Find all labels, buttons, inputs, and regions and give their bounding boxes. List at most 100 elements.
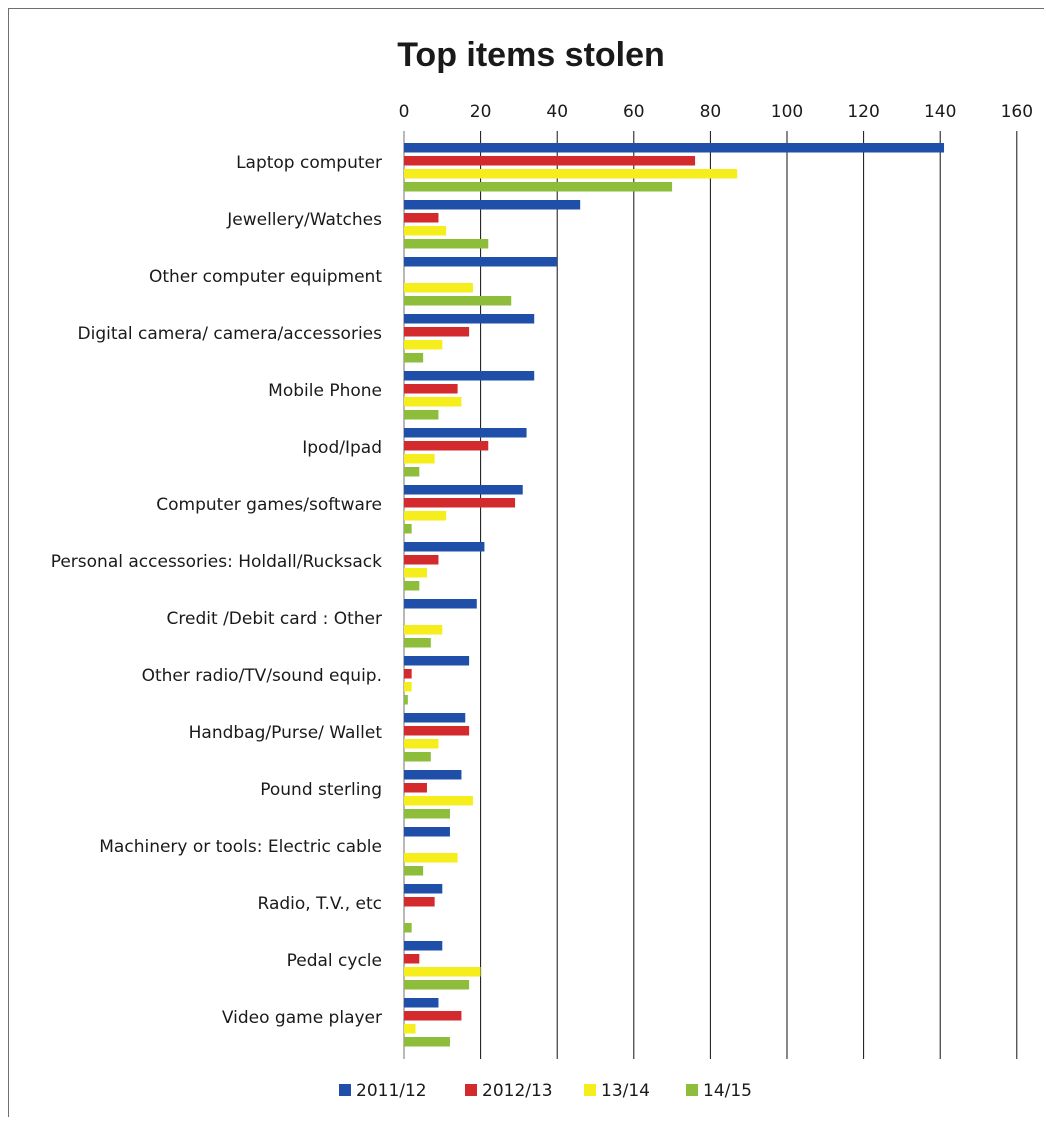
- bar-other-radio-tv-sound-equip-14-15: [404, 695, 408, 705]
- bar-laptop-computer-2012-13: [404, 156, 696, 166]
- legend-swatch: [686, 1084, 698, 1096]
- category-label: Computer games/software: [156, 495, 382, 515]
- bar-computer-games-software-14-15: [404, 524, 412, 534]
- bar-machinery-or-tools-electric-cable-13-14: [404, 853, 458, 863]
- bar-machinery-or-tools-electric-cable-14-15: [404, 866, 424, 876]
- category-label: Digital camera/ camera/accessories: [78, 324, 383, 344]
- bar-pedal-cycle-2011-12: [404, 941, 443, 951]
- chart-frame: Top items stolen 0 20 40 60 80 100 120 140 160 L…: [8, 8, 1044, 1117]
- category-label: Other radio/TV/sound equip.: [142, 666, 382, 686]
- bar-machinery-or-tools-electric-cable-2011-12: [404, 827, 450, 837]
- bar-pound-sterling-2011-12: [404, 770, 462, 780]
- x-tick-label: 100: [771, 102, 803, 122]
- category-label: Machinery or tools: Electric cable: [99, 837, 382, 857]
- bar-credit-debit-card-other-2011-12: [404, 599, 477, 609]
- category-label: Handbag/Purse/ Wallet: [189, 723, 383, 743]
- x-tick-label: 120: [847, 102, 879, 122]
- category-label: Video game player: [222, 1008, 382, 1028]
- bar-pound-sterling-14-15: [404, 809, 450, 819]
- bar-digital-camera-camera-accessories-2011-12: [404, 314, 535, 324]
- bar-video-game-player-14-15: [404, 1037, 450, 1047]
- x-tick-label: 140: [924, 102, 956, 122]
- bar-digital-camera-camera-accessories-14-15: [404, 353, 424, 363]
- bar-handbag-purse-wallet-2012-13: [404, 726, 470, 736]
- bar-other-computer-equipment-13-14: [404, 283, 473, 293]
- bar-laptop-computer-13-14: [404, 169, 738, 179]
- chart-title: Top items stolen: [397, 36, 665, 74]
- bar-handbag-purse-wallet-14-15: [404, 752, 431, 762]
- bar-computer-games-software-2011-12: [404, 485, 523, 495]
- tick-label-layer: 0 20 40 60 80 100 120 140 160: [399, 102, 1033, 122]
- x-tick-label: 40: [546, 102, 568, 122]
- bar-computer-games-software-2012-13: [404, 498, 516, 508]
- grid-layer: [403, 131, 1018, 1059]
- bar-handbag-purse-wallet-2011-12: [404, 713, 466, 723]
- category-label: Other computer equipment: [149, 267, 382, 287]
- category-label: Ipod/Ipad: [302, 438, 382, 458]
- bar-video-game-player-2011-12: [404, 998, 439, 1008]
- bar-other-radio-tv-sound-equip-13-14: [404, 682, 412, 692]
- x-tick-label: 60: [623, 102, 645, 122]
- bar-pound-sterling-2012-13: [404, 783, 427, 793]
- bar-ipod-ipad-14-15: [404, 467, 420, 477]
- x-tick-label: 0: [399, 102, 410, 122]
- legend-label: 2011/12: [356, 1081, 427, 1101]
- bar-ipod-ipad-2011-12: [404, 428, 527, 438]
- category-label: Laptop computer: [236, 153, 382, 173]
- legend-item-2011-12: 2011/12: [339, 1081, 427, 1101]
- bar-video-game-player-13-14: [404, 1024, 416, 1034]
- bar-radio-t-v-etc-2011-12: [404, 884, 443, 894]
- legend-label: 14/15: [703, 1081, 752, 1101]
- legend-swatch: [339, 1084, 351, 1096]
- bar-credit-debit-card-other-13-14: [404, 625, 443, 635]
- bar-mobile-phone-13-14: [404, 397, 462, 407]
- legend-item-13-14: 13/14: [584, 1081, 650, 1101]
- bar-other-radio-tv-sound-equip-2011-12: [404, 656, 470, 666]
- bar-personal-accessories-holdall-rucksack-2011-12: [404, 542, 485, 552]
- bar-mobile-phone-2011-12: [404, 371, 535, 381]
- bar-radio-t-v-etc-14-15: [404, 923, 412, 933]
- bar-other-computer-equipment-14-15: [404, 296, 512, 306]
- legend-swatch: [465, 1084, 477, 1096]
- bar-laptop-computer-14-15: [404, 182, 673, 192]
- legend-label: 2012/13: [482, 1081, 553, 1101]
- category-label: Pound sterling: [260, 780, 382, 800]
- bar-personal-accessories-holdall-rucksack-13-14: [404, 568, 427, 578]
- x-tick-label: 80: [700, 102, 722, 122]
- bar-credit-debit-card-other-14-15: [404, 638, 431, 648]
- bar-radio-t-v-etc-2012-13: [404, 897, 435, 907]
- category-label: Radio, T.V., etc: [258, 894, 382, 914]
- bar-digital-camera-camera-accessories-2012-13: [404, 327, 470, 337]
- bar-video-game-player-2012-13: [404, 1011, 462, 1021]
- bar-jewellery-watches-14-15: [404, 239, 489, 249]
- bar-ipod-ipad-13-14: [404, 454, 435, 464]
- bar-other-radio-tv-sound-equip-2012-13: [404, 669, 412, 679]
- legend-label: 13/14: [601, 1081, 650, 1101]
- category-label: Mobile Phone: [268, 381, 382, 401]
- legend-item-2012-13: 2012/13: [465, 1081, 553, 1101]
- bar-other-computer-equipment-2011-12: [404, 257, 558, 267]
- bar-pedal-cycle-13-14: [404, 967, 481, 977]
- chart-svg: Top items stolen 0 20 40 60 80 100 120 140 160 L…: [51, 36, 1033, 1101]
- legend-swatch: [584, 1084, 596, 1096]
- bar-jewellery-watches-2011-12: [404, 200, 581, 210]
- category-label: Credit /Debit card : Other: [167, 609, 382, 629]
- x-tick-label: 160: [1001, 102, 1033, 122]
- legend-item-14-15: 14/15: [686, 1081, 752, 1101]
- bar-layer: [404, 143, 945, 1047]
- bar-pound-sterling-13-14: [404, 796, 473, 806]
- bar-pedal-cycle-14-15: [404, 980, 470, 990]
- bar-jewellery-watches-2012-13: [404, 213, 439, 223]
- category-label: Pedal cycle: [287, 951, 382, 971]
- bar-handbag-purse-wallet-13-14: [404, 739, 439, 749]
- bar-digital-camera-camera-accessories-13-14: [404, 340, 443, 350]
- bar-pedal-cycle-2012-13: [404, 954, 420, 964]
- category-label: Personal accessories: Holdall/Rucksack: [51, 552, 382, 572]
- bar-personal-accessories-holdall-rucksack-14-15: [404, 581, 420, 591]
- legend: 2011/12 2012/13 13/14 14/15: [339, 1081, 752, 1101]
- bar-mobile-phone-2012-13: [404, 384, 458, 394]
- bar-computer-games-software-13-14: [404, 511, 447, 521]
- bar-ipod-ipad-2012-13: [404, 441, 489, 451]
- bar-mobile-phone-14-15: [404, 410, 439, 420]
- bar-personal-accessories-holdall-rucksack-2012-13: [404, 555, 439, 565]
